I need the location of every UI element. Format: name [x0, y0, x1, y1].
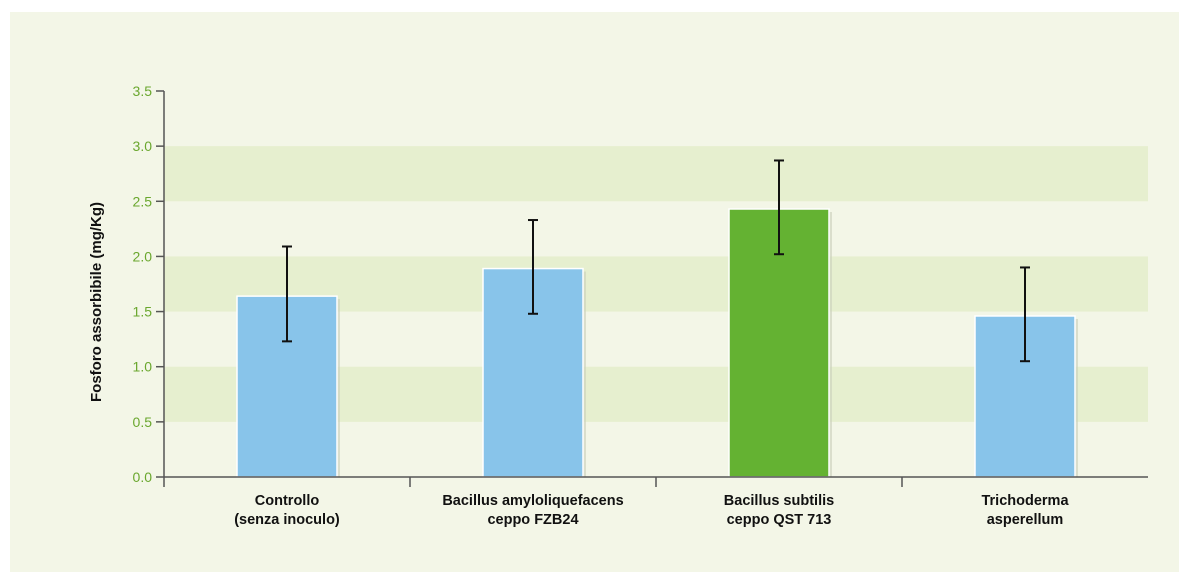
- category-label: Controllo: [255, 493, 320, 509]
- category-label: ceppo QST 713: [727, 512, 832, 528]
- category-label: ceppo FZB24: [487, 512, 578, 528]
- grid-band: [164, 146, 1148, 202]
- error-bars: [282, 159, 1030, 363]
- y-tick-label: 3.5: [133, 83, 153, 99]
- y-tick-label: 2.5: [133, 193, 153, 209]
- category-label: Trichoderma: [981, 493, 1069, 509]
- category-label: Bacillus subtilis: [724, 493, 834, 509]
- y-tick-label: 0.5: [133, 414, 153, 430]
- y-tick-label: 1.0: [133, 359, 153, 375]
- y-tick-labels: 0.0 0.5 1.0 1.5 2.0 2.5 3.0 3.5: [133, 83, 164, 485]
- y-tick-label: 1.5: [133, 304, 153, 320]
- category-labels: Controllo (senza inoculo) Bacillus amyloli…: [234, 493, 1069, 528]
- y-tick-label: 3.0: [133, 138, 153, 154]
- y-tick-label: 2.0: [133, 248, 153, 264]
- category-label: Bacillus amyloliquefacens: [442, 493, 623, 509]
- bar-chart: 0.0 0.5 1.0 1.5 2.0 2.5 3.0 3.5 Controllo (senza…: [88, 83, 1148, 528]
- category-label: (senza inoculo): [234, 512, 340, 528]
- bars: [236, 208, 1078, 478]
- axes: [163, 91, 1148, 487]
- y-axis-label: Fosforo assorbibile (mg/Kg): [88, 202, 105, 402]
- y-tick-label: 0.0: [133, 469, 153, 485]
- chart-panel: 0.0 0.5 1.0 1.5 2.0 2.5 3.0 3.5 Controllo (senza…: [10, 12, 1179, 572]
- category-label: asperellum: [987, 512, 1064, 528]
